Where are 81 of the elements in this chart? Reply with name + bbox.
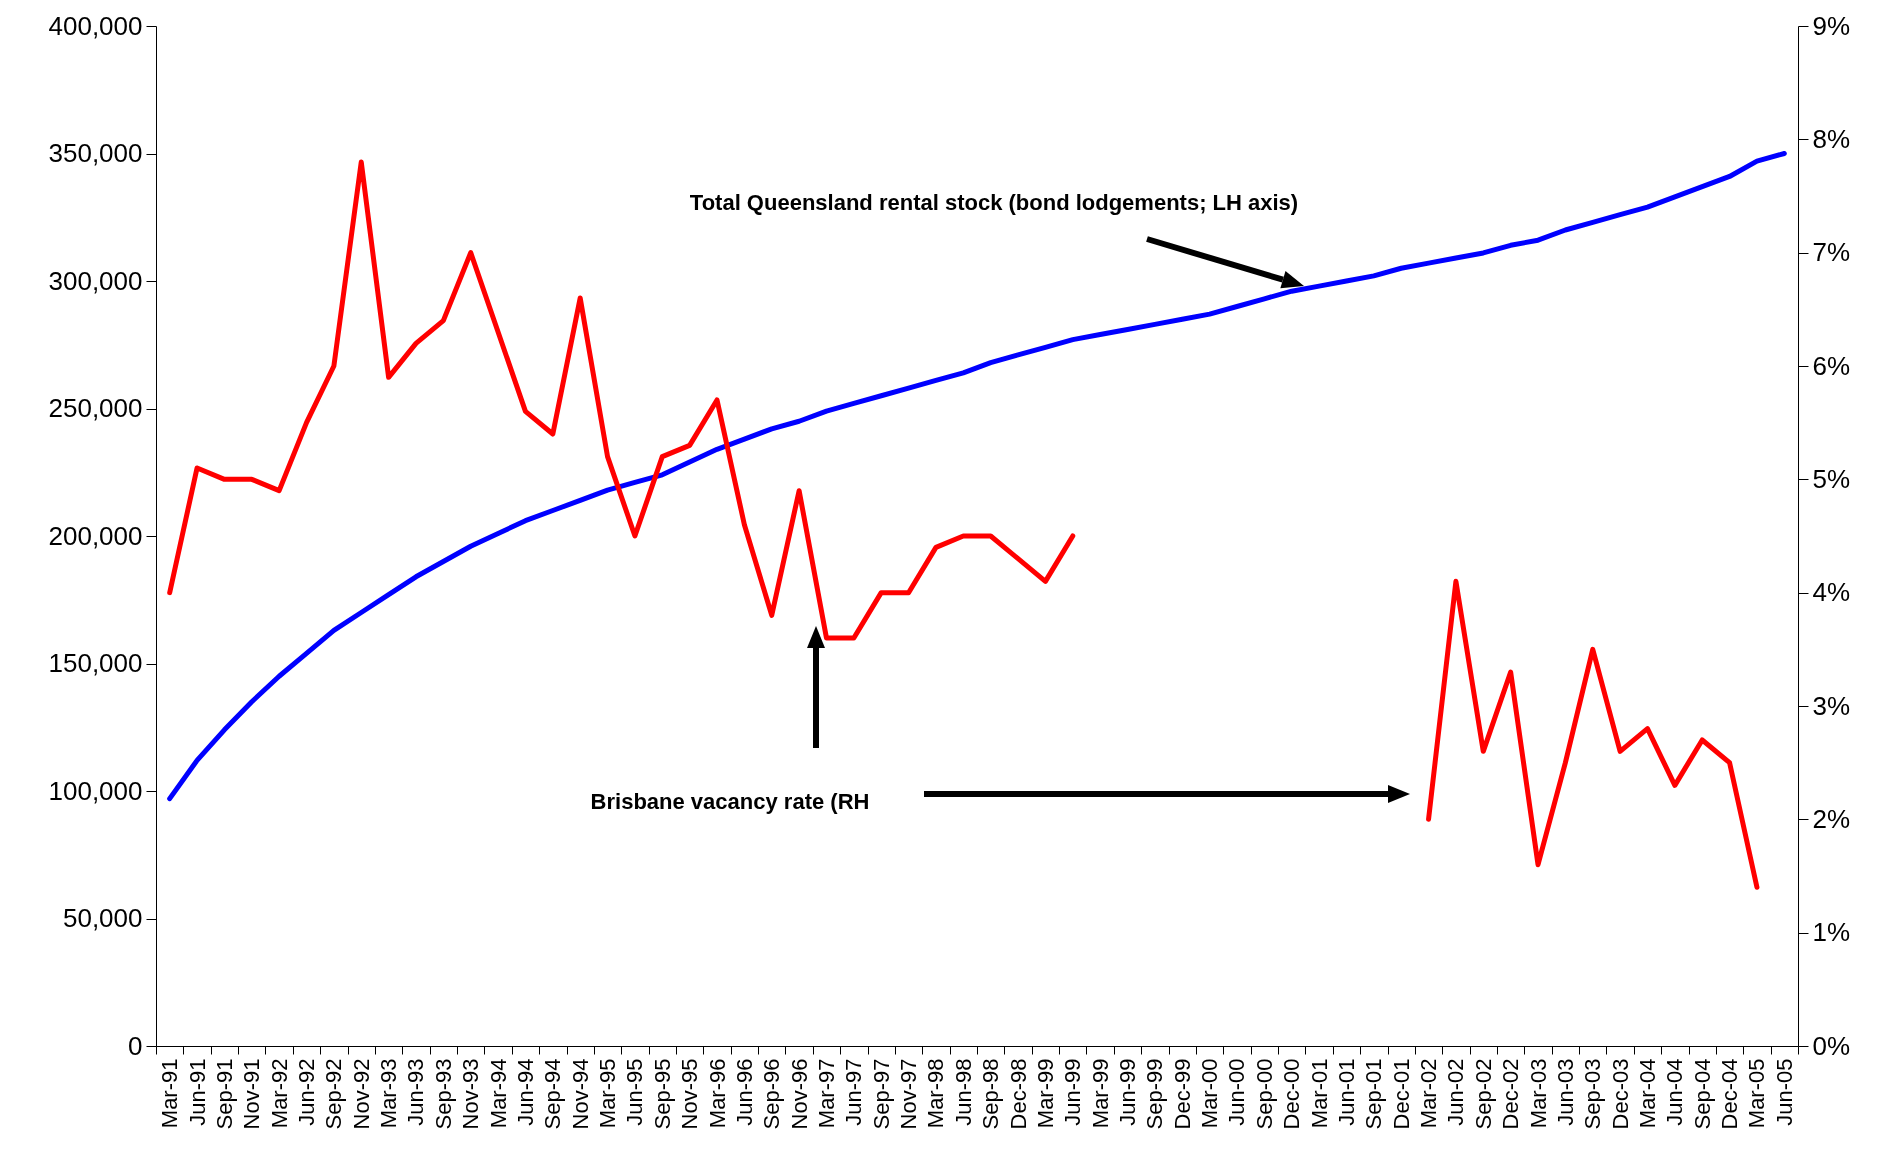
x-tick-label: Dec-99 — [1169, 1058, 1195, 1130]
x-tick-label: Jun-97 — [841, 1058, 867, 1126]
y2-tick-label: 8% — [1812, 123, 1851, 154]
x-tick-label: Sep-02 — [1470, 1058, 1496, 1130]
x-tick-label: Jun-94 — [512, 1058, 538, 1126]
x-tick-label: Nov-97 — [896, 1058, 922, 1130]
x-tick-label: Sep-99 — [1142, 1058, 1168, 1130]
x-tick-label: Mar-98 — [923, 1058, 949, 1129]
x-tick-label: Mar-99 — [1087, 1058, 1113, 1129]
x-tick-label: Jun-99 — [1115, 1058, 1141, 1126]
x-tick-label: Sep-01 — [1361, 1058, 1387, 1130]
x-tick-label: Jun-04 — [1662, 1058, 1688, 1126]
x-tick-label: Sep-92 — [321, 1058, 347, 1130]
y-tick-label: 350,000 — [48, 138, 143, 168]
x-tick-label: Dec-02 — [1498, 1058, 1524, 1130]
x-tick-label: Sep-96 — [759, 1058, 785, 1130]
y-tick-label: 50,000 — [62, 903, 143, 933]
x-tick-label: Nov-94 — [567, 1058, 593, 1130]
x-tick-label: Jun-96 — [731, 1058, 757, 1126]
x-tick-label: Jun-03 — [1552, 1058, 1578, 1126]
x-tick-label: Sep-98 — [978, 1058, 1004, 1130]
x-tick-label: Mar-94 — [485, 1058, 511, 1129]
x-tick-label: Jun-91 — [184, 1058, 210, 1126]
x-tick-label: Jun-93 — [403, 1058, 429, 1126]
x-tick-label: Mar-93 — [376, 1058, 402, 1129]
y-tick-label: 100,000 — [48, 775, 143, 806]
x-tick-label: Mar-01 — [1306, 1058, 1332, 1129]
y-tick-label: 0 — [128, 1030, 143, 1061]
y2-tick-label: 5% — [1812, 463, 1851, 494]
y2-tick-label: 0% — [1812, 1030, 1851, 1061]
x-tick-label: Sep-97 — [868, 1058, 894, 1130]
x-tick-label: Jun-02 — [1443, 1058, 1469, 1126]
x-tick-label: Mar-99 — [1032, 1058, 1058, 1129]
y-tick-label: 200,000 — [48, 520, 143, 551]
x-tick-label: Jun-92 — [294, 1058, 320, 1126]
y-tick-label: 400,000 — [48, 10, 143, 41]
x-tick-label: Mar-04 — [1634, 1058, 1660, 1129]
x-tick-label: Mar-00 — [1197, 1058, 1223, 1129]
x-tick-label: Mar-97 — [813, 1058, 839, 1129]
x-tick-label: Mar-95 — [595, 1058, 621, 1129]
x-tick-label: Sep-95 — [649, 1058, 675, 1130]
x-tick-label: Sep-00 — [1251, 1058, 1277, 1130]
x-tick-label: Sep-93 — [430, 1058, 456, 1130]
x-tick-label: Jun-01 — [1333, 1058, 1359, 1126]
x-tick-label: Mar-92 — [266, 1058, 292, 1129]
y2-tick-label: 2% — [1812, 803, 1851, 834]
y2-tick-label: 7% — [1812, 237, 1851, 268]
y-tick-label: 250,000 — [48, 393, 143, 423]
x-tick-label: Dec-01 — [1388, 1058, 1414, 1130]
x-tick-label: Dec-98 — [1005, 1058, 1031, 1130]
y2-tick-label: 4% — [1812, 577, 1851, 608]
x-tick-label: Sep-04 — [1689, 1058, 1715, 1130]
y-tick-label: 300,000 — [48, 265, 143, 296]
x-tick-label: Dec-03 — [1607, 1058, 1633, 1130]
y2-tick-label: 9% — [1812, 10, 1851, 41]
x-tick-label: Dec-00 — [1279, 1058, 1305, 1130]
y2-tick-label: 1% — [1812, 917, 1851, 948]
annotation: Total Queensland rental stock (bond lodgements; LH axis) — [689, 190, 1299, 215]
x-tick-label: Nov-96 — [786, 1058, 812, 1130]
annotation: Brisbane vacancy rate (RH — [590, 789, 870, 814]
x-tick-label: Nov-92 — [348, 1058, 374, 1130]
x-tick-label: Mar-03 — [1525, 1058, 1551, 1129]
x-tick-label: Nov-93 — [458, 1058, 484, 1130]
x-tick-label: Mar-91 — [157, 1058, 183, 1129]
x-tick-label: Dec-04 — [1717, 1058, 1743, 1130]
x-tick-label: Nov-91 — [239, 1058, 265, 1130]
x-tick-label: Jun-05 — [1771, 1058, 1797, 1126]
x-tick-label: Nov-95 — [677, 1058, 703, 1130]
x-tick-label: Jun-95 — [622, 1058, 648, 1126]
x-tick-label: Jun-98 — [950, 1058, 976, 1126]
x-tick-label: Sep-94 — [540, 1058, 566, 1130]
x-tick-label: Mar-96 — [704, 1058, 730, 1129]
y2-tick-label: 3% — [1812, 690, 1851, 721]
x-tick-label: Jun-99 — [1060, 1058, 1086, 1126]
x-tick-label: Mar-02 — [1416, 1058, 1442, 1129]
x-tick-label: Jun-00 — [1224, 1058, 1250, 1126]
y2-tick-label: 6% — [1812, 350, 1851, 381]
x-tick-label: Sep-03 — [1580, 1058, 1606, 1130]
x-tick-label: Sep-91 — [211, 1058, 237, 1130]
x-tick-label: Mar-05 — [1744, 1058, 1770, 1129]
y-tick-label: 150,000 — [48, 648, 143, 678]
